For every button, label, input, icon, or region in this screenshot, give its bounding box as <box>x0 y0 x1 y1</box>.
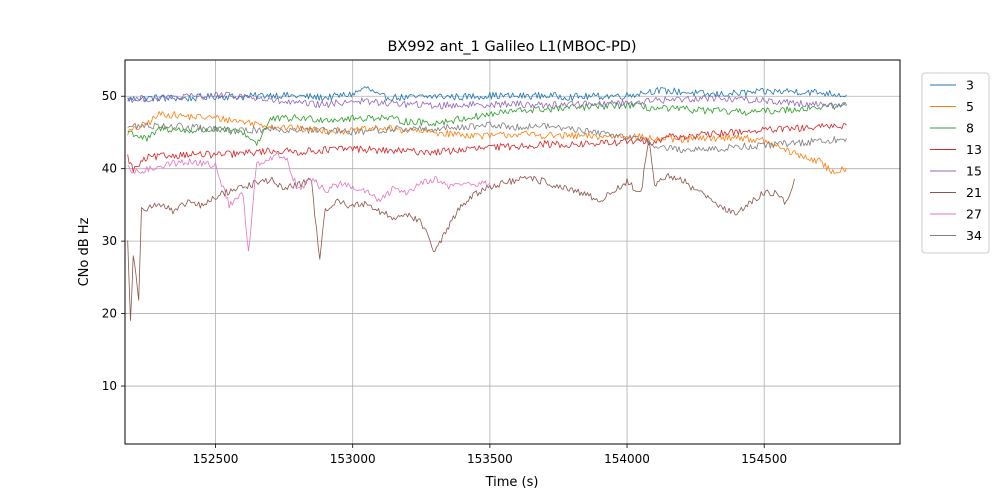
y-tick-label: 50 <box>102 89 117 103</box>
legend-label-3: 3 <box>966 78 974 93</box>
x-axis-label: Time (s) <box>485 475 539 490</box>
y-tick-label: 30 <box>102 234 117 248</box>
series-line-13 <box>127 123 847 173</box>
x-tick-label: 152500 <box>193 452 239 466</box>
y-tick-label: 10 <box>102 379 117 393</box>
legend-box <box>921 72 990 254</box>
series-line-21 <box>127 139 795 321</box>
chart-title: BX992 ant_1 Galileo L1(MBOC-PD) <box>387 39 636 55</box>
x-tick-label: 153000 <box>330 452 376 466</box>
legend: 3 5 8 13 15 21 27 34 <box>921 72 990 254</box>
series-line-3 <box>127 86 847 102</box>
legend-label-21: 21 <box>966 185 982 200</box>
axes: 152500 153000 153500 154000 154500 10 20 30 40 50 <box>102 89 787 466</box>
series-layer <box>127 86 847 321</box>
legend-label-13: 13 <box>966 142 982 157</box>
legend-label-27: 27 <box>966 207 982 222</box>
grid <box>125 60 900 444</box>
plot-area-frame <box>124 59 901 445</box>
x-tick-label: 153500 <box>467 452 513 466</box>
x-tick-label: 154500 <box>741 452 787 466</box>
legend-label-8: 8 <box>966 121 974 136</box>
series-line-34 <box>127 121 847 154</box>
legend-label-34: 34 <box>966 228 982 243</box>
legend-label-5: 5 <box>966 99 974 114</box>
y-tick-label: 20 <box>102 307 117 321</box>
legend-label-15: 15 <box>966 164 982 179</box>
series-line-15 <box>127 91 847 110</box>
y-tick-label: 40 <box>102 162 117 176</box>
x-tick-label: 154000 <box>604 452 650 466</box>
y-axis-label: CNo dB Hz <box>77 217 92 286</box>
series-line-8 <box>127 101 847 146</box>
series-line-27 <box>127 152 491 252</box>
series-line-5 <box>127 111 847 175</box>
